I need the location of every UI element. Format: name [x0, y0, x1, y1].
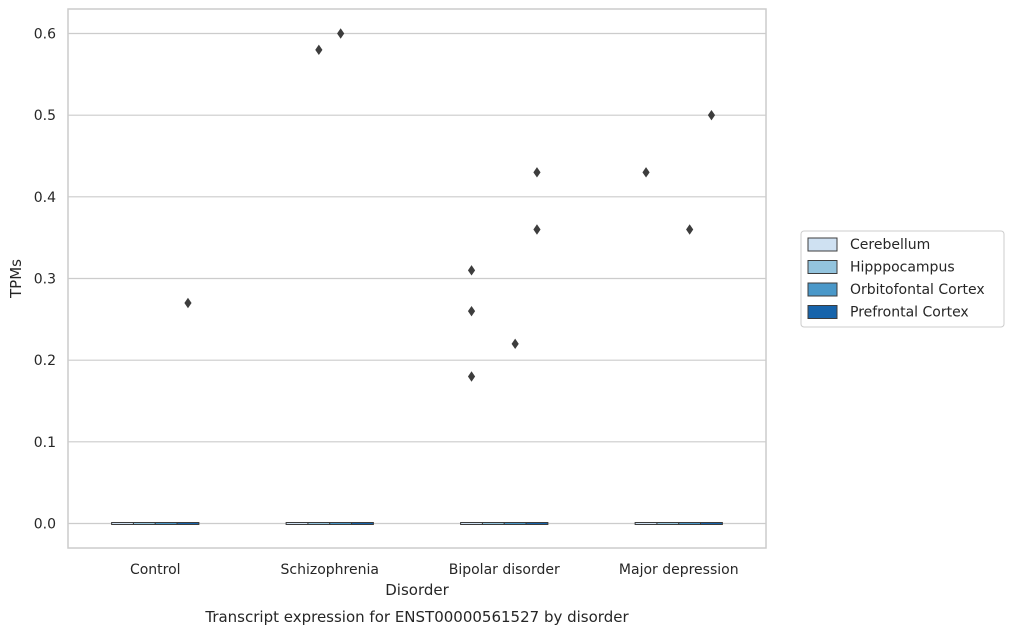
outlier-point — [467, 265, 476, 276]
box-median — [285, 522, 309, 525]
outlier-point — [184, 297, 192, 309]
legend-label: Prefrontal Cortex — [850, 305, 969, 321]
outlier-point — [707, 109, 716, 121]
outlier-point — [315, 44, 323, 56]
box-median — [460, 522, 483, 525]
box-median — [111, 522, 134, 525]
box-median — [176, 522, 200, 525]
x-tick-label: Schizophrenia — [281, 562, 379, 578]
box-median — [525, 522, 549, 525]
y-tick-label: 0.3 — [34, 272, 56, 288]
x-tick-label: Major depression — [619, 562, 739, 578]
y-tick-label: 0.0 — [34, 517, 56, 533]
box-median — [700, 522, 723, 525]
chart-caption: Transcript expression for ENST0000056152… — [204, 608, 629, 626]
legend-swatch — [807, 237, 838, 252]
y-tick-label: 0.4 — [34, 190, 56, 206]
outlier-point — [533, 167, 541, 178]
legend-swatch — [807, 305, 838, 319]
x-tick-label: Control — [130, 562, 181, 578]
y-tick-label: 0.5 — [34, 108, 56, 124]
box-median — [154, 522, 178, 525]
legend-label: Orbitofontal Cortex — [850, 282, 985, 298]
legend-label: Hipppocampus — [850, 260, 955, 276]
outlier-point — [467, 371, 476, 382]
legend-box — [800, 230, 1005, 328]
box-median — [634, 522, 658, 525]
box-median — [307, 522, 331, 525]
outlier-point — [337, 28, 345, 39]
y-tick-label: 0.2 — [34, 353, 56, 369]
box-group — [111, 522, 723, 525]
y-tick-label: 0.1 — [34, 435, 56, 451]
box-median — [481, 522, 505, 525]
plot-frame — [67, 8, 767, 549]
legend-swatch — [807, 282, 838, 297]
outlier-point — [467, 305, 476, 317]
legend-label: Cerebellum — [850, 237, 930, 253]
legend: Cerebellum Hipppocampus Orbitofontal Corte… — [800, 230, 1005, 328]
box-median — [656, 522, 680, 525]
y-ticks: 0.0 0.1 0.2 0.3 0.4 0.5 0.6 — [34, 27, 56, 533]
outlier-point — [533, 224, 541, 235]
box-median — [351, 522, 374, 525]
box-median — [503, 522, 527, 525]
outlier-point — [642, 167, 650, 178]
box-median — [678, 522, 702, 525]
box-median — [329, 522, 353, 525]
box-median — [132, 522, 156, 525]
outlier-point — [686, 224, 694, 235]
x-axis-label: Disorder — [385, 581, 449, 599]
x-ticks: Control Schizophrenia Bipolar disorder Majo… — [130, 562, 739, 578]
legend-swatch — [807, 260, 838, 274]
y-axis-label: TPMs — [7, 259, 25, 299]
y-tick-label: 0.6 — [34, 27, 56, 43]
outlier-points — [184, 28, 716, 382]
outlier-point — [511, 338, 519, 350]
x-tick-label: Bipolar disorder — [449, 562, 560, 578]
